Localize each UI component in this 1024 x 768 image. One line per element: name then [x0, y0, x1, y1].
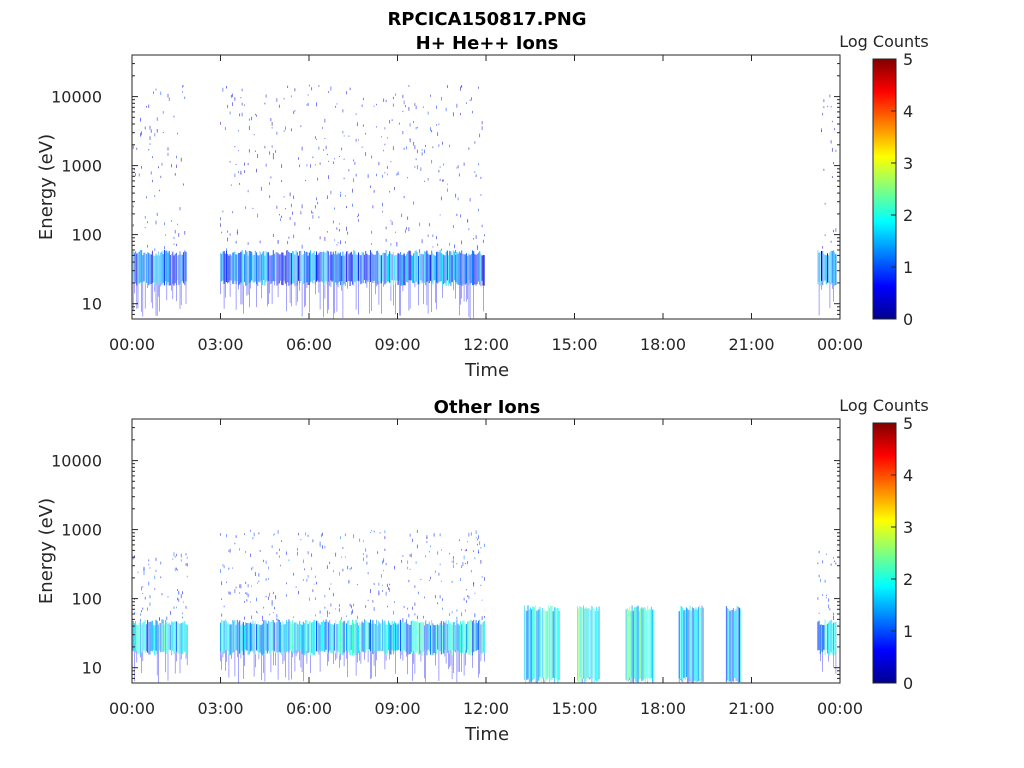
spectrogram-data [131, 84, 837, 319]
colorbar-tick-label: 3 [903, 518, 913, 537]
colorbar-tick-label: 3 [903, 154, 913, 173]
data-interval [725, 605, 742, 683]
x-axis-label: Time [464, 724, 509, 745]
colorbar-tick-label: 1 [903, 258, 913, 277]
colorbar: Log Counts 0 1 2 3 4 5 [839, 32, 929, 329]
x-tick-label: 03:00 [197, 335, 243, 354]
x-tick-label: 03:00 [197, 699, 243, 718]
panel-title: H+ He++ Ions [416, 33, 559, 54]
x-tick-label: 09:00 [374, 699, 420, 718]
figure-title: RPCICA150817.PNG [387, 9, 586, 30]
y-axis: 10 100 1000 10000 [51, 418, 840, 684]
y-tick-label: 10 [82, 295, 102, 314]
x-tick-label: 15:00 [551, 335, 597, 354]
y-tick-label: 10000 [51, 88, 102, 107]
x-axis-label: Time [464, 360, 509, 381]
x-tick-label: 00:00 [109, 335, 155, 354]
x-tick-label: 00:00 [817, 699, 863, 718]
colorbar-gradient [872, 58, 897, 320]
colorbar-ticks: 0 1 2 3 4 5 [891, 414, 913, 693]
data-interval [220, 529, 485, 683]
x-tick-label: 15:00 [551, 699, 597, 718]
colorbar-tick-label: 2 [903, 570, 913, 589]
colorbar-ticks: 0 1 2 3 4 5 [891, 50, 913, 329]
colorbar-tick-label: 2 [903, 206, 913, 225]
colorbar-label: Log Counts [839, 32, 929, 51]
y-tick-label: 10 [82, 659, 102, 678]
x-tick-label: 21:00 [728, 699, 774, 718]
colorbar-tick-label: 4 [903, 466, 913, 485]
data-interval [817, 550, 837, 674]
colorbar-tick-label: 5 [903, 414, 913, 433]
y-axis: 10 100 1000 10000 [51, 54, 840, 320]
y-axis-label: Energy (eV) [36, 498, 57, 604]
x-tick-label: 09:00 [374, 335, 420, 354]
x-tick-label: 12:00 [463, 335, 509, 354]
y-axis-label: Energy (eV) [36, 134, 57, 240]
data-interval [131, 552, 188, 683]
x-tick-label: 12:00 [463, 699, 509, 718]
colorbar-tick-label: 4 [903, 102, 913, 121]
y-tick-label: 1000 [61, 157, 102, 176]
data-interval [131, 85, 187, 317]
x-axis: 00:00 03:00 06:00 09:00 12:00 15:00 18:00 21:00… [109, 419, 863, 718]
x-tick-label: 21:00 [728, 335, 774, 354]
colorbar-tick-label: 5 [903, 50, 913, 69]
data-interval [678, 605, 704, 683]
y-tick-label: 10000 [51, 452, 102, 471]
y-tick-label: 1000 [61, 521, 102, 540]
colorbar-gradient [872, 422, 897, 684]
x-tick-label: 00:00 [817, 335, 863, 354]
colorbar: Log Counts 0 1 2 3 4 5 [839, 396, 929, 693]
x-tick-label: 00:00 [109, 699, 155, 718]
x-axis: 00:00 03:00 06:00 09:00 12:00 15:00 18:00 21:00… [109, 55, 863, 354]
data-interval [817, 94, 837, 316]
data-interval [577, 605, 600, 683]
x-tick-label: 18:00 [640, 699, 686, 718]
panel-title: Other Ions [434, 397, 541, 418]
x-tick-label: 06:00 [286, 335, 332, 354]
x-tick-label: 18:00 [640, 335, 686, 354]
data-interval [523, 605, 560, 683]
colorbar-tick-label: 1 [903, 622, 913, 641]
x-tick-label: 06:00 [286, 699, 332, 718]
y-tick-label: 100 [71, 226, 102, 245]
data-interval [625, 605, 655, 683]
spectrogram-data [131, 529, 837, 683]
colorbar-label: Log Counts [839, 396, 929, 415]
y-tick-label: 100 [71, 590, 102, 609]
colorbar-tick-label: 0 [903, 310, 913, 329]
data-interval [220, 84, 485, 319]
colorbar-tick-label: 0 [903, 674, 913, 693]
